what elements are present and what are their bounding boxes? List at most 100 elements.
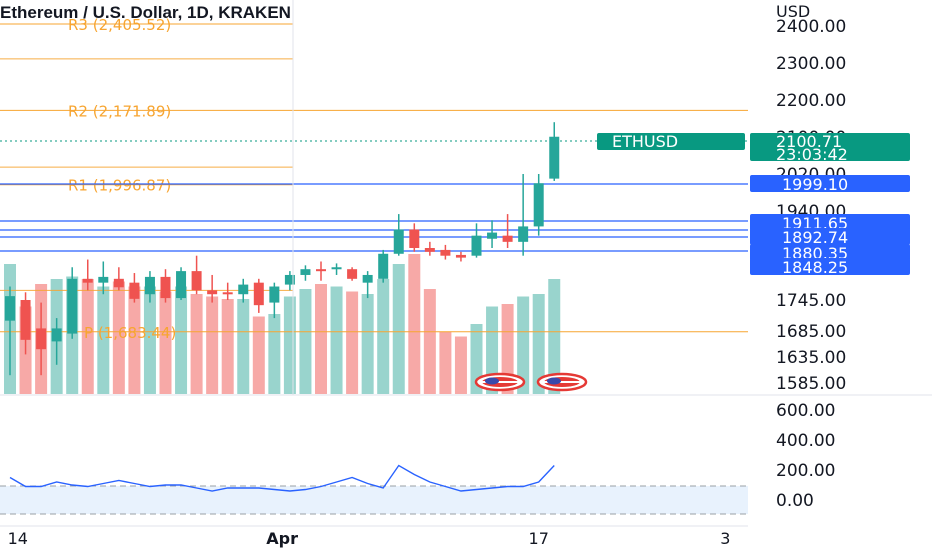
- candle[interactable]: [129, 273, 140, 303]
- candle[interactable]: [424, 241, 435, 256]
- time-axis-label: 17: [529, 529, 549, 548]
- price-axis-tick: 2300.00: [776, 54, 846, 74]
- candle-body: [331, 267, 342, 270]
- volume-bar: [346, 291, 359, 394]
- candle[interactable]: [533, 174, 544, 236]
- candle-body: [20, 300, 31, 340]
- candle-body: [129, 282, 140, 299]
- candle-body: [518, 226, 529, 242]
- level-layer: [0, 140, 748, 252]
- candle[interactable]: [67, 267, 78, 339]
- candle[interactable]: [518, 174, 529, 256]
- candle-body: [160, 276, 171, 299]
- level-badge: [750, 244, 910, 261]
- candle[interactable]: [36, 302, 47, 376]
- candle-body: [440, 249, 451, 256]
- volume-bar: [112, 281, 125, 394]
- candle[interactable]: [20, 292, 31, 355]
- volume-bar: [517, 296, 530, 394]
- candle-body: [5, 296, 15, 321]
- chart-title: Ethereum / U.S. Dollar, 1D, KRAKEN: [0, 3, 291, 22]
- candle[interactable]: [471, 223, 482, 258]
- candle[interactable]: [331, 263, 342, 275]
- candle-body: [347, 269, 358, 279]
- candle[interactable]: [82, 259, 93, 291]
- candle-body: [378, 253, 389, 279]
- candle-body: [144, 276, 155, 295]
- candle[interactable]: [284, 271, 295, 291]
- candle-body: [409, 229, 420, 248]
- volume-bar: [454, 336, 467, 394]
- oscillator-layer: [9, 464, 555, 492]
- candle[interactable]: [5, 286, 15, 376]
- candle[interactable]: [176, 267, 187, 300]
- candle-body: [362, 274, 373, 283]
- candle-body: [67, 278, 78, 334]
- candle-body: [98, 276, 109, 283]
- us-flag-stripe: [482, 381, 518, 383]
- event-flags-layer: [474, 372, 588, 392]
- symbol-badge[interactable]: [597, 133, 745, 150]
- us-flag-event-icon[interactable]: [474, 372, 526, 392]
- candle[interactable]: [378, 249, 389, 283]
- us-flag-event-icon[interactable]: [536, 372, 588, 392]
- candle[interactable]: [362, 271, 373, 299]
- volume-bar: [548, 279, 561, 394]
- candle-body: [51, 328, 62, 342]
- volume-bar: [159, 291, 172, 394]
- last-price-label: 2100.71: [776, 132, 842, 151]
- candle-body: [191, 271, 202, 291]
- candles-layer: [5, 122, 560, 376]
- price-axis-tick: 1685.00: [776, 322, 846, 342]
- level-badge-label: 1848.25: [782, 258, 848, 277]
- volume-axis-tick: 600.00: [776, 401, 835, 421]
- candle[interactable]: [238, 278, 249, 303]
- symbol-badge-label: ETHUSD: [612, 132, 678, 151]
- candle[interactable]: [347, 267, 358, 281]
- us-flag-stripe: [544, 381, 580, 383]
- candle-body: [82, 278, 93, 283]
- candle[interactable]: [144, 271, 155, 303]
- candle[interactable]: [502, 214, 513, 248]
- last-price-badge: [750, 133, 910, 161]
- candle[interactable]: [300, 265, 311, 281]
- candle[interactable]: [222, 282, 233, 300]
- pivot-label: R3 (2,405.52): [68, 16, 171, 34]
- candle[interactable]: [409, 223, 420, 252]
- volume-bar: [268, 314, 281, 394]
- pivot-label: P (1,683.44): [84, 324, 176, 342]
- candle-body: [316, 269, 326, 272]
- candle[interactable]: [316, 261, 326, 281]
- candle[interactable]: [393, 214, 404, 256]
- candle[interactable]: [253, 278, 264, 313]
- volume-bar: [237, 299, 250, 394]
- candle-body: [253, 282, 264, 306]
- candle-body: [424, 248, 435, 252]
- price-axis-currency: USD: [776, 2, 810, 21]
- candle[interactable]: [191, 255, 202, 295]
- candle[interactable]: [487, 220, 498, 248]
- candle[interactable]: [98, 261, 109, 295]
- candle[interactable]: [549, 122, 560, 181]
- volume-axis-tick: 200.00: [776, 461, 835, 481]
- candle-body: [487, 232, 498, 239]
- candle[interactable]: [269, 282, 280, 319]
- candle-body: [222, 292, 233, 295]
- candle-body: [176, 271, 187, 299]
- pivot-label: R2 (2,171.89): [68, 102, 171, 120]
- candle[interactable]: [207, 274, 218, 303]
- volume-bar: [377, 279, 390, 394]
- price-axis-tick: 1635.00: [776, 348, 846, 368]
- candle[interactable]: [113, 267, 124, 291]
- candle-body: [300, 269, 311, 275]
- volume-bar: [532, 294, 545, 394]
- candle[interactable]: [440, 244, 451, 260]
- time-axis-label: 14: [8, 529, 28, 548]
- candle[interactable]: [51, 318, 62, 365]
- candle[interactable]: [160, 269, 171, 303]
- volume-bar: [501, 304, 514, 394]
- volume-bar: [392, 264, 405, 394]
- us-flag-canton: [547, 377, 561, 385]
- candle[interactable]: [455, 251, 466, 262]
